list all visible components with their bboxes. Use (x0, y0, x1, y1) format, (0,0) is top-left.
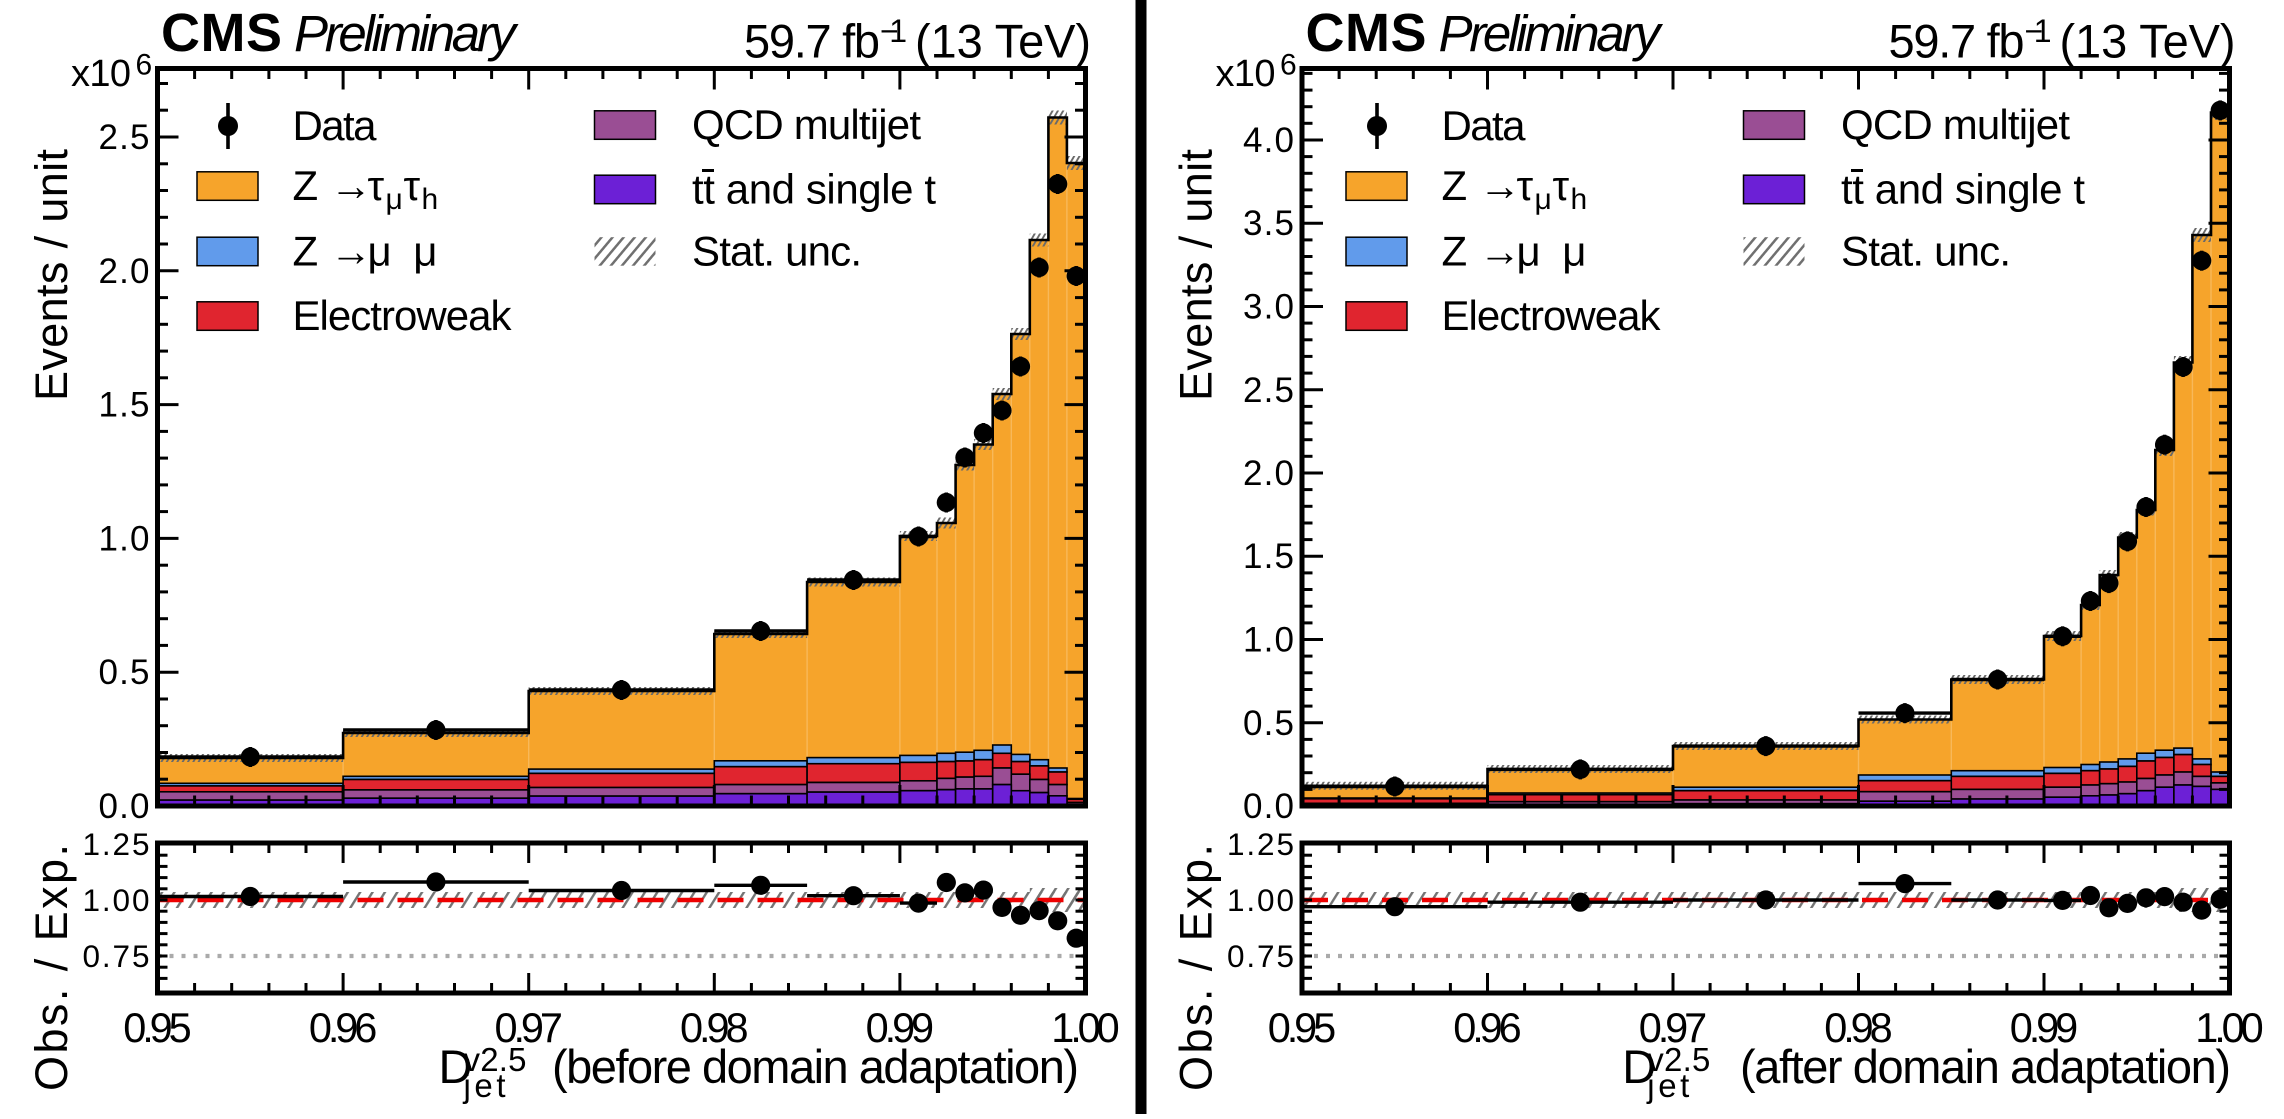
svg-text:0.0: 0.0 (99, 787, 150, 826)
svg-text:Stat. unc.: Stat. unc. (1841, 228, 2011, 275)
svg-text:2.5: 2.5 (99, 118, 150, 157)
svg-text:x10: x10 (71, 53, 131, 95)
svg-text:Obs. / Exp.: Obs. / Exp. (26, 844, 77, 1091)
svg-text:Z: Z (293, 228, 319, 275)
svg-text:0.5: 0.5 (99, 653, 150, 692)
svg-text:0.75: 0.75 (83, 938, 150, 974)
svg-text:1.00: 1.00 (1227, 882, 1294, 918)
svg-text:D: D (1622, 1040, 1656, 1093)
svg-text:1.00: 1.00 (1051, 1004, 1120, 1051)
svg-text:τ: τ (368, 162, 385, 209)
svg-text:CMS: CMS (161, 3, 282, 63)
svg-text:3.0: 3.0 (1243, 288, 1294, 327)
svg-text:Electroweak: Electroweak (293, 292, 513, 339)
svg-text:Z: Z (1442, 228, 1468, 275)
svg-text:→: → (1479, 228, 1521, 275)
svg-text:→: → (330, 162, 372, 209)
svg-text:h: h (1571, 183, 1588, 216)
svg-text:tt and single t: tt and single t (1841, 166, 2085, 213)
svg-text:0.95: 0.95 (1268, 1004, 1337, 1051)
svg-text:τ: τ (1517, 162, 1534, 209)
svg-text:1.00: 1.00 (2195, 1004, 2264, 1051)
svg-text:QCD multijet: QCD multijet (1841, 101, 2070, 148)
svg-text:59.7 fb: 59.7 fb (1889, 15, 2025, 68)
svg-text:Z: Z (293, 162, 319, 209)
svg-text:Events / unit: Events / unit (1171, 149, 1222, 401)
svg-text:0.0: 0.0 (1243, 787, 1294, 826)
svg-text:2.0: 2.0 (99, 252, 150, 291)
svg-text:4.0: 4.0 (1243, 121, 1294, 160)
svg-text:−1: −1 (2025, 13, 2052, 49)
svg-text:v2.5: v2.5 (464, 1041, 527, 1078)
svg-text:1.0: 1.0 (1243, 621, 1294, 660)
svg-text:1.0: 1.0 (99, 519, 150, 558)
svg-text:0.95: 0.95 (123, 1004, 192, 1051)
svg-text:μ: μ (386, 183, 403, 216)
svg-text:→: → (1479, 162, 1521, 209)
svg-text:0.5: 0.5 (1243, 704, 1294, 743)
svg-text:1.5: 1.5 (1243, 537, 1294, 576)
svg-text:1.5: 1.5 (99, 386, 150, 425)
svg-text:→: → (330, 228, 372, 275)
svg-text:(before domain adaptation): (before domain adaptation) (552, 1040, 1079, 1093)
svg-text:Obs. / Exp.: Obs. / Exp. (1171, 844, 1222, 1091)
svg-text:0.96: 0.96 (309, 1004, 378, 1051)
svg-text:6: 6 (1280, 49, 1297, 82)
svg-text:QCD multijet: QCD multijet (692, 101, 921, 148)
svg-text:0.99: 0.99 (2010, 1004, 2079, 1051)
svg-text:CMS: CMS (1306, 3, 1427, 63)
svg-text:μ: μ (1535, 183, 1552, 216)
svg-text:D: D (439, 1040, 473, 1093)
svg-text:Data: Data (293, 102, 378, 149)
svg-text:1.25: 1.25 (83, 826, 150, 862)
svg-text:μ μ: μ μ (1517, 228, 1587, 275)
svg-text:6: 6 (136, 49, 153, 82)
svg-text:jet: jet (1646, 1067, 1689, 1104)
svg-text:0.97: 0.97 (494, 1004, 563, 1051)
svg-text:−1: −1 (880, 13, 907, 49)
svg-text:(13 TeV): (13 TeV) (2060, 15, 2236, 68)
svg-text:Data: Data (1442, 102, 1527, 149)
svg-text:0.98: 0.98 (680, 1004, 749, 1051)
svg-text:0.98: 0.98 (1824, 1004, 1893, 1051)
svg-text:μ μ: μ μ (368, 228, 438, 275)
svg-text:0.96: 0.96 (1453, 1004, 1522, 1051)
svg-text:(after domain adaptation): (after domain adaptation) (1740, 1040, 2231, 1093)
svg-text:(13 TeV): (13 TeV) (915, 15, 1091, 68)
svg-text:jet: jet (463, 1067, 506, 1104)
svg-text:0.97: 0.97 (1639, 1004, 1708, 1051)
svg-text:τ: τ (404, 162, 421, 209)
svg-text:59.7 fb: 59.7 fb (744, 15, 880, 68)
svg-text:0.75: 0.75 (1227, 938, 1294, 974)
svg-text:Stat. unc.: Stat. unc. (692, 228, 862, 275)
svg-text:2.0: 2.0 (1243, 454, 1294, 493)
svg-text:tt and single t: tt and single t (692, 166, 936, 213)
svg-text:2.5: 2.5 (1243, 371, 1294, 410)
svg-text:Preliminary: Preliminary (1439, 5, 1665, 62)
svg-text:Electroweak: Electroweak (1442, 292, 1662, 339)
svg-text:1.25: 1.25 (1227, 826, 1294, 862)
svg-text:1.00: 1.00 (83, 882, 150, 918)
svg-text:h: h (422, 183, 439, 216)
svg-text:v2.5: v2.5 (1647, 1041, 1710, 1078)
svg-text:τ: τ (1553, 162, 1570, 209)
svg-text:x10: x10 (1216, 53, 1276, 95)
svg-text:Events / unit: Events / unit (26, 149, 77, 401)
svg-text:Z: Z (1442, 162, 1468, 209)
svg-text:3.5: 3.5 (1243, 204, 1294, 243)
svg-text:Preliminary: Preliminary (294, 5, 520, 62)
svg-text:0.99: 0.99 (866, 1004, 935, 1051)
